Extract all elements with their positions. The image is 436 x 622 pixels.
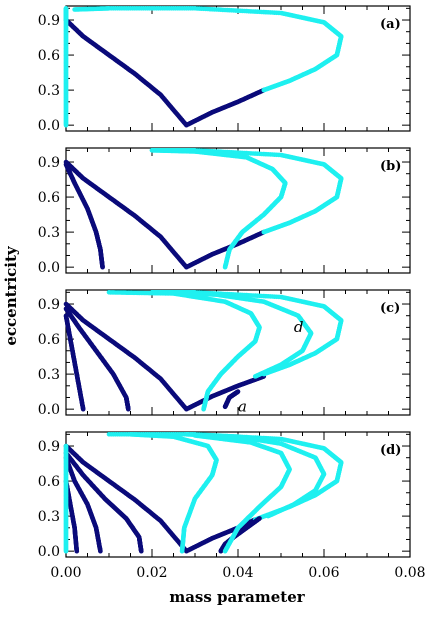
panel-c: 0.0 0.3 0.6 0.9 (c) d a	[38, 289, 411, 418]
data-point	[106, 290, 112, 295]
panel-b: 0.0 0.3 0.6 0.9 (b)	[38, 147, 411, 276]
data-point	[149, 148, 155, 153]
series-unstable	[149, 148, 344, 235]
series-unstable	[149, 290, 344, 377]
panel-label: (c)	[380, 301, 400, 316]
data-point	[106, 432, 112, 437]
data-point	[149, 290, 155, 295]
annotation-d: d	[294, 318, 304, 336]
y-tick-label: 0.3	[38, 225, 60, 241]
data-point	[235, 389, 241, 394]
x-axis-label: mass parameter	[169, 588, 305, 606]
y-tick-label: 0.0	[38, 402, 60, 418]
y-tick-label: 0.0	[38, 118, 60, 134]
series-stable	[63, 17, 267, 128]
series-stable	[63, 159, 267, 270]
y-tick-label: 0.3	[38, 367, 60, 383]
y-axis-label: eccentricity	[2, 245, 20, 346]
y-tick-label: 0.6	[38, 332, 60, 348]
panel-a: 0.0 0.3 0.6 0.9 (a)	[38, 5, 411, 134]
data-point	[80, 406, 86, 412]
panel-label: (a)	[380, 17, 401, 32]
panel-frame	[65, 5, 411, 132]
series-unstable	[149, 148, 288, 270]
data-point	[72, 7, 77, 12]
series-stable	[63, 162, 105, 270]
panel-frame	[65, 147, 411, 274]
data-point	[139, 548, 144, 554]
y-tick-label: 0.6	[38, 48, 60, 64]
series-unstable	[72, 6, 344, 93]
y-tick-label: 0.3	[38, 83, 60, 99]
y-tick-label: 0.9	[38, 155, 60, 171]
y-tick-label: 0.0	[38, 544, 60, 560]
y-tick-label: 0.9	[38, 439, 60, 455]
y-tick-label: 0.9	[38, 13, 60, 29]
y-tick-label: 0.9	[38, 297, 60, 313]
annotation-a: a	[238, 397, 247, 415]
series-unstable	[63, 6, 69, 128]
panel-label: (b)	[380, 159, 401, 174]
series-stable	[63, 443, 258, 554]
y-tick-label: 0.6	[38, 474, 60, 490]
y-tick-label: 0.0	[38, 260, 60, 276]
data-point	[126, 406, 131, 412]
panel-d: 0.00.30.60.9 (d)	[38, 431, 411, 560]
y-tick-label: 0.3	[38, 509, 60, 525]
panel-frame	[65, 431, 411, 558]
data-point	[100, 264, 105, 270]
y-tick-label: 0.6	[38, 190, 60, 206]
data-point	[63, 6, 69, 11]
